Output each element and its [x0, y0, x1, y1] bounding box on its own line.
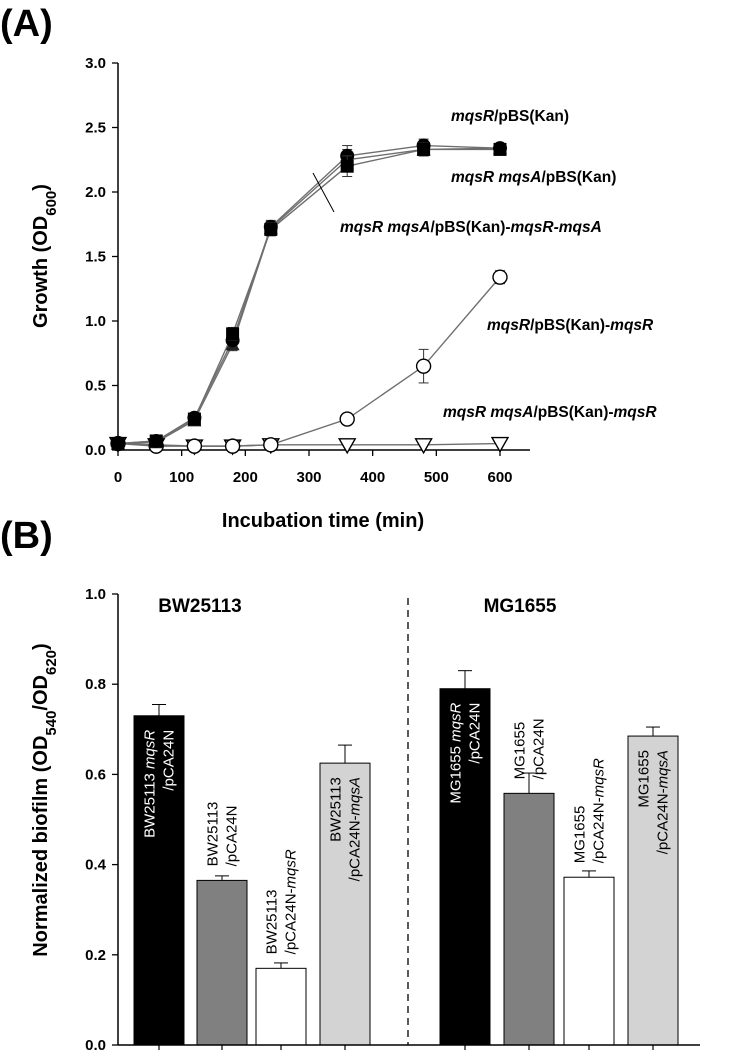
- bar-label: MG1655: [636, 750, 653, 808]
- data-point-square: [264, 222, 278, 236]
- data-point-open-triangle: [490, 436, 510, 453]
- data-point-open-circle: [186, 438, 203, 454]
- bar-label: MG1655 mqsR: [448, 703, 465, 804]
- bar-label: /pCA24N: [467, 703, 484, 764]
- x-axis-title: Incubation time (min): [222, 510, 424, 532]
- bar-label: MG1655: [572, 806, 589, 864]
- y-tick-label: 0.8: [85, 676, 106, 693]
- x-tick-label: 100: [169, 469, 194, 486]
- y-tick-label: 0.2: [85, 947, 106, 964]
- y-tick-label: 0.4: [85, 857, 107, 874]
- y-tick-label: 3.0: [85, 55, 106, 72]
- bar-label: BW25113: [205, 802, 222, 867]
- data-point-square: [340, 159, 354, 173]
- x-tick-label: 300: [296, 469, 321, 486]
- data-point-open-circle: [224, 438, 241, 454]
- y-tick-label: 1.5: [85, 249, 106, 266]
- data-point-square: [111, 437, 125, 451]
- x-tick-label: 400: [360, 469, 385, 486]
- y-tick-label: 0.0: [85, 442, 106, 459]
- series-annotation: mqsR mqsA/pBS(Kan)-mqsR: [443, 404, 657, 421]
- series-annotation: mqsR mqsA/pBS(Kan)-mqsR-mqsA: [340, 219, 602, 236]
- data-point-open-triangle: [414, 438, 433, 455]
- biofilm-bar-chart: BW25113 mqsR/pCA24NBW25113/pCA24NBW25113…: [30, 586, 700, 1050]
- y-tick-label: 1.0: [85, 586, 106, 603]
- data-point-open-triangle: [337, 438, 357, 455]
- series-annotation: mqsR/pBS(Kan): [451, 108, 569, 125]
- data-point-square: [187, 412, 201, 426]
- bar-label: /pCA24N-mqsR: [283, 849, 300, 954]
- bar-label: /pCA24N-mqsA: [347, 777, 364, 881]
- data-point-square: [493, 142, 507, 156]
- x-tick-label: 200: [233, 469, 258, 486]
- series-line: [117, 144, 501, 445]
- data-point-open-circle: [492, 269, 508, 285]
- y-tick-label: 1.0: [85, 313, 106, 330]
- bar-label: BW25113 mqsR: [142, 730, 159, 838]
- data-point-open-circle: [339, 411, 355, 427]
- data-point-square: [417, 142, 431, 156]
- y-axis-title: Normalized biofilm (OD540/OD620): [30, 643, 60, 956]
- bar-label: /pCA24N-mqsA: [655, 750, 672, 854]
- bar: [255, 967, 307, 1046]
- y-tick-label: 0.5: [85, 378, 106, 395]
- y-tick-label: 2.5: [85, 120, 106, 137]
- bar-label: /pCA24N: [531, 718, 548, 779]
- y-tick-label: 0.0: [85, 1037, 106, 1050]
- bar-label: BW25113: [264, 890, 281, 955]
- y-tick-label: 0.6: [85, 766, 106, 783]
- panel-a-label: (A): [0, 3, 53, 45]
- data-point-square: [149, 434, 163, 448]
- bar: [563, 876, 615, 1046]
- y-tick-label: 2.0: [85, 184, 106, 201]
- bar-label: /pCA24N: [161, 730, 178, 791]
- series-annotation: mqsR mqsA/pBS(Kan): [451, 169, 616, 186]
- series-annotation: mqsR/pBS(Kan)-mqsR: [487, 317, 654, 334]
- data-point-square: [226, 327, 240, 341]
- bar: [439, 688, 491, 1046]
- bar-label: /pCA24N-mqsR: [591, 758, 608, 863]
- bar-label: BW25113: [328, 777, 345, 842]
- bar-label: MG1655: [512, 722, 529, 780]
- bar: [196, 879, 248, 1046]
- bar: [503, 792, 555, 1046]
- data-point-open-circle: [263, 437, 279, 453]
- growth-line-chart: 0.0 0.5 1.0 1.5 2.0 2.5 3.0 0 100 200 300 400 500 600…: [30, 55, 657, 532]
- y-axis-title: Growth (OD600): [30, 184, 60, 328]
- x-tick-label: 500: [424, 469, 449, 486]
- panel-b-label: (B): [0, 515, 53, 557]
- data-point-open-circle: [415, 358, 432, 374]
- annotation-leader-line: [312, 172, 335, 213]
- series-line: [117, 147, 501, 445]
- group-label: BW25113: [158, 596, 241, 617]
- x-tick-label: 600: [487, 469, 512, 486]
- group-label: MG1655: [484, 596, 557, 617]
- x-tick-label: 0: [114, 469, 122, 486]
- bar-label: /pCA24N: [224, 806, 241, 867]
